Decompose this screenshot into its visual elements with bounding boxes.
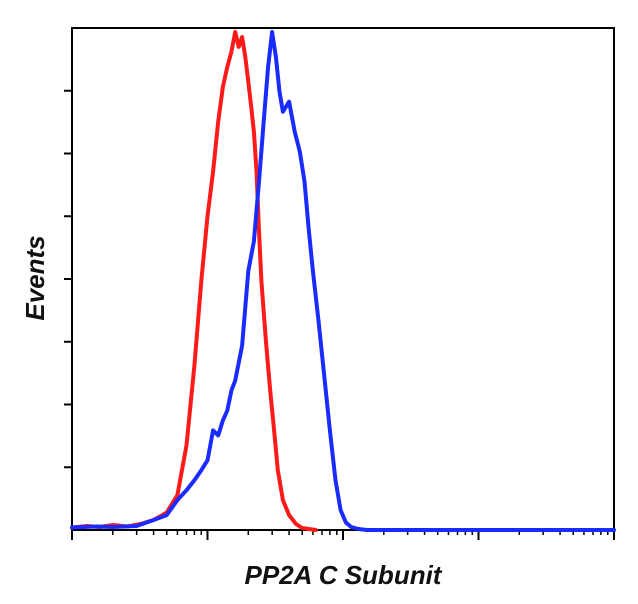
x-axis-ticks (71, 530, 615, 540)
y-axis-title: Events (20, 235, 50, 320)
series-layer (70, 30, 616, 532)
series-line-blue (70, 30, 616, 532)
x-axis-title: PP2A C Subunit (245, 560, 443, 590)
plot-frame (71, 27, 615, 531)
series-line-red (70, 30, 318, 532)
y-axis-ticks (64, 89, 72, 469)
